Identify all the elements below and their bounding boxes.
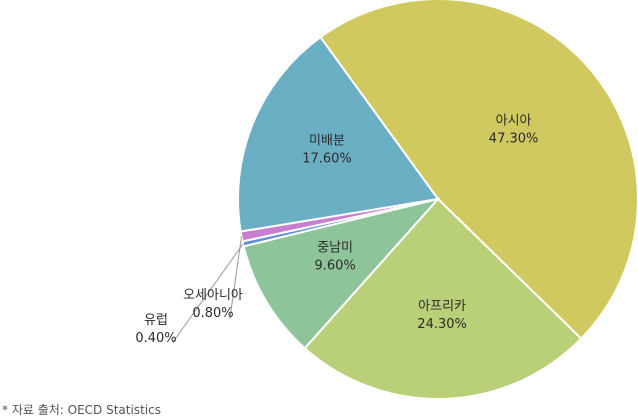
slice-1 [303, 197, 583, 400]
slice-label-5: 미배분 [309, 133, 345, 148]
slice-labels: 아시아 47.30% 아프리카 24.30% 중남미 9.60% 유럽 0.40% 오세아니아 0… [135, 114, 538, 346]
pie-slices [237, 0, 638, 400]
slice-label-3: 유럽 [144, 313, 168, 328]
callout-line-3 [172, 243, 244, 343]
callout-line-4 [229, 236, 242, 319]
callout-lines [172, 236, 244, 343]
slice-label-2: 중남미 [317, 241, 353, 256]
slice-2 [242, 197, 441, 350]
slice-value-label-0: 47.30% [489, 132, 539, 147]
source-note: * 자료 출처: OECD Statistics [2, 403, 161, 417]
slice-value-label-4: 0.80% [192, 306, 233, 321]
slice-value-label-2: 9.60% [314, 259, 355, 274]
slice-value-label-5: 17.60% [302, 151, 352, 166]
slice-0 [319, 0, 638, 341]
slice-label-1: 아프리카 [418, 299, 466, 314]
slice-value-label-1: 24.30% [417, 317, 467, 332]
slice-5 [237, 35, 440, 233]
slice-label-0: 아시아 [496, 114, 532, 129]
slice-label-4: 오세아니아 [183, 288, 243, 303]
slice-value-label-3: 0.40% [135, 331, 176, 346]
